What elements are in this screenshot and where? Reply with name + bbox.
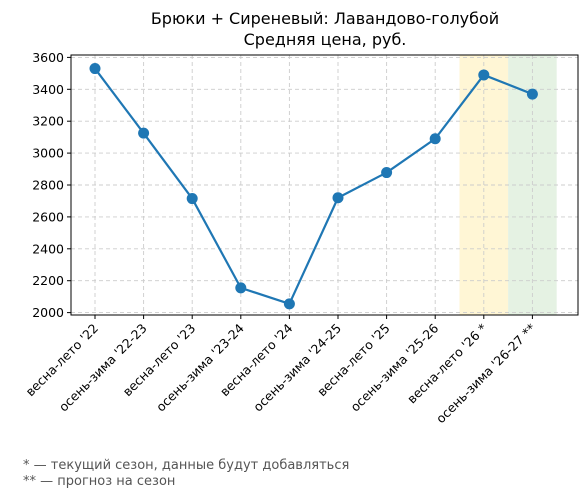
data-point-2 — [186, 193, 198, 205]
chart-title: Брюки + Сиреневый: Лавандово-голубой — [151, 9, 499, 28]
series-line — [94, 67, 533, 305]
data-point-6 — [381, 167, 393, 179]
data-point-3 — [235, 282, 247, 294]
data-point-9 — [526, 88, 538, 100]
y-tick-label: 3000 — [32, 146, 64, 161]
data-point-1 — [138, 127, 150, 139]
y-tick-label: 2600 — [32, 209, 64, 224]
x-tick-label: осень-зима '26-27 ** — [433, 321, 539, 427]
x-tick-label: осень-зима '25-26 — [347, 320, 441, 414]
y-tick-label: 3400 — [32, 82, 64, 97]
x-tick-label: осень-зима '23-24 — [153, 320, 247, 414]
chart-subtitle: Средняя цена, руб. — [244, 30, 407, 49]
data-point-5 — [332, 192, 344, 204]
x-tick-label: осень-зима '24-25 — [250, 321, 344, 415]
data-point-4 — [283, 298, 295, 310]
y-tick-label: 2000 — [32, 305, 64, 320]
grid-lines — [71, 55, 578, 315]
data-point-7 — [429, 133, 441, 145]
y-tick-label: 3200 — [32, 114, 64, 129]
y-tick-label: 2800 — [32, 178, 64, 193]
y-tick-label: 2400 — [32, 241, 64, 256]
footnote-forecast: ** — прогноз на сезон — [23, 474, 175, 489]
data-point-0 — [89, 63, 101, 75]
data-points — [89, 63, 538, 310]
footnote-current-season: * — текущий сезон, данные будут добавлят… — [23, 458, 349, 473]
y-tick-label: 2200 — [32, 273, 64, 288]
y-axis: 2000 2200 2400 2600 2800 3000 3200 3400 3600 — [32, 50, 71, 320]
series-line-layer — [94, 67, 533, 305]
x-tick-label: осень-зима '22-23 — [56, 321, 150, 415]
data-point-8 — [478, 69, 490, 81]
y-tick-label: 3600 — [32, 50, 64, 65]
